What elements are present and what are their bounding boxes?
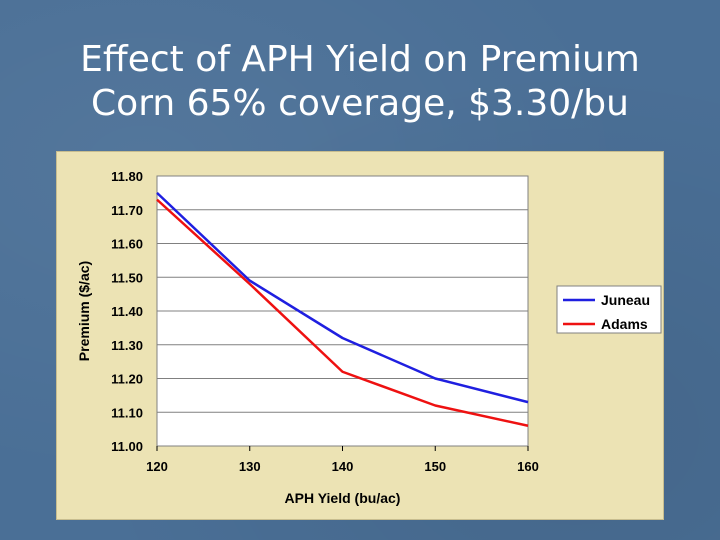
- x-tick-label: 160: [517, 459, 539, 474]
- series-lines: [156, 191, 529, 427]
- slide-title: Effect of APH Yield on Premium Corn 65% …: [0, 38, 720, 126]
- x-tick-labels: 120 130 140 150 160: [146, 446, 539, 474]
- x-axis-title: APH Yield (bu/ac): [285, 490, 401, 506]
- y-tick-labels: 11.00 11.10 11.20 11.30 11.40 11.50 11.60 11.70…: [111, 169, 143, 454]
- y-tick-label: 11.50: [111, 270, 143, 285]
- chart-panel: 11.00 11.10 11.20 11.30 11.40 11.50 11.60 11.70…: [56, 151, 664, 520]
- slide-title-line1: Effect of APH Yield on Premium: [80, 39, 640, 80]
- y-axis-title: Premium ($/ac): [76, 261, 92, 361]
- y-tick-label: 11.70: [111, 203, 143, 218]
- line-chart: 11.00 11.10 11.20 11.30 11.40 11.50 11.60 11.70…: [76, 169, 662, 506]
- y-tick-label: 11.60: [111, 237, 143, 252]
- series-line-adams: [156, 198, 529, 427]
- y-tick-label: 11.80: [111, 169, 143, 184]
- y-tick-label: 11.20: [111, 372, 143, 387]
- x-tick-label: 130: [239, 459, 261, 474]
- series-line-juneau: [156, 191, 529, 404]
- y-tick-label: 11.30: [111, 338, 143, 353]
- gridlines: [157, 175, 528, 447]
- x-tick-label: 120: [146, 459, 168, 474]
- y-tick-label: 11.10: [111, 405, 143, 420]
- legend-label-adams: Adams: [601, 316, 648, 332]
- x-tick-label: 140: [332, 459, 354, 474]
- slide-title-line2: Corn 65% coverage, $3.30/bu: [91, 83, 629, 124]
- legend: Juneau Adams: [556, 285, 662, 334]
- y-tick-label: 11.40: [111, 304, 143, 319]
- legend-label-juneau: Juneau: [601, 292, 650, 308]
- x-tick-label: 150: [424, 459, 446, 474]
- y-tick-label: 11.00: [111, 439, 143, 454]
